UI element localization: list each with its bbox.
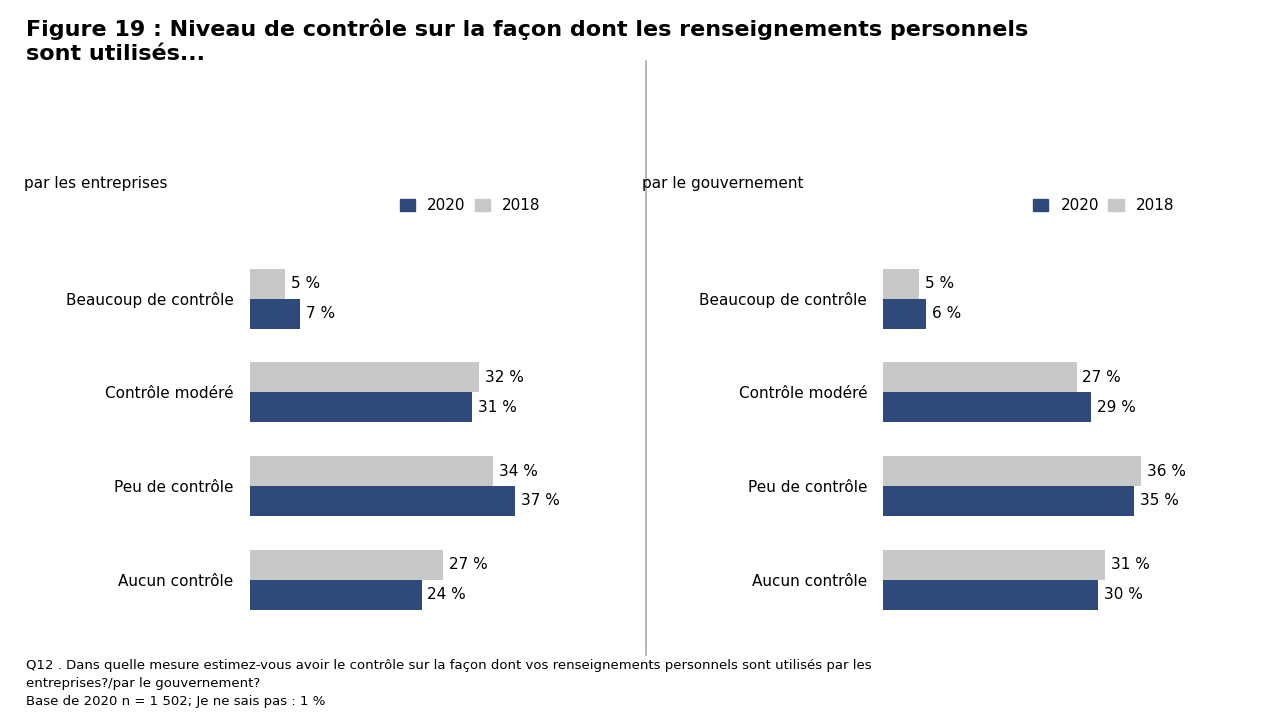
Text: 6 %: 6 % [932, 306, 961, 321]
Text: par le gouvernement: par le gouvernement [643, 176, 804, 192]
Text: 35 %: 35 % [1139, 493, 1179, 508]
Bar [883, 269, 919, 299]
Text: 31 %: 31 % [477, 400, 516, 415]
Bar [250, 486, 515, 516]
Legend: 2020, 2018: 2020, 2018 [393, 192, 547, 220]
Legend: 2020, 2018: 2020, 2018 [1027, 192, 1180, 220]
Text: 5 %: 5 % [291, 276, 320, 292]
Text: 34 %: 34 % [499, 464, 538, 479]
Text: 30 %: 30 % [1103, 587, 1143, 602]
Bar [883, 486, 1134, 516]
Text: 5 %: 5 % [924, 276, 954, 292]
Text: 29 %: 29 % [1097, 400, 1135, 415]
Text: 27 %: 27 % [1083, 370, 1121, 385]
Bar [250, 269, 285, 299]
Bar [250, 299, 300, 329]
Bar [250, 362, 479, 392]
Text: 24 %: 24 % [428, 587, 466, 602]
Bar [250, 549, 443, 580]
Bar [250, 456, 493, 486]
Bar [883, 362, 1076, 392]
Text: Figure 19 : Niveau de contrôle sur la façon dont les renseignements personnels
s: Figure 19 : Niveau de contrôle sur la fa… [26, 18, 1028, 64]
Text: 27 %: 27 % [449, 557, 488, 572]
Bar [883, 549, 1106, 580]
Text: 36 %: 36 % [1147, 464, 1187, 479]
Bar [883, 299, 927, 329]
Text: par les entreprises: par les entreprises [24, 176, 168, 192]
Text: Q12 . Dans quelle mesure estimez-vous avoir le contrôle sur la façon dont vos re: Q12 . Dans quelle mesure estimez-vous av… [26, 659, 872, 708]
Text: 7 %: 7 % [306, 306, 334, 321]
Text: 32 %: 32 % [485, 370, 524, 385]
Bar [883, 392, 1091, 423]
Text: 37 %: 37 % [521, 493, 559, 508]
Bar [250, 580, 421, 610]
Bar [883, 456, 1142, 486]
Text: 31 %: 31 % [1111, 557, 1149, 572]
Bar [250, 392, 472, 423]
Bar [883, 580, 1098, 610]
